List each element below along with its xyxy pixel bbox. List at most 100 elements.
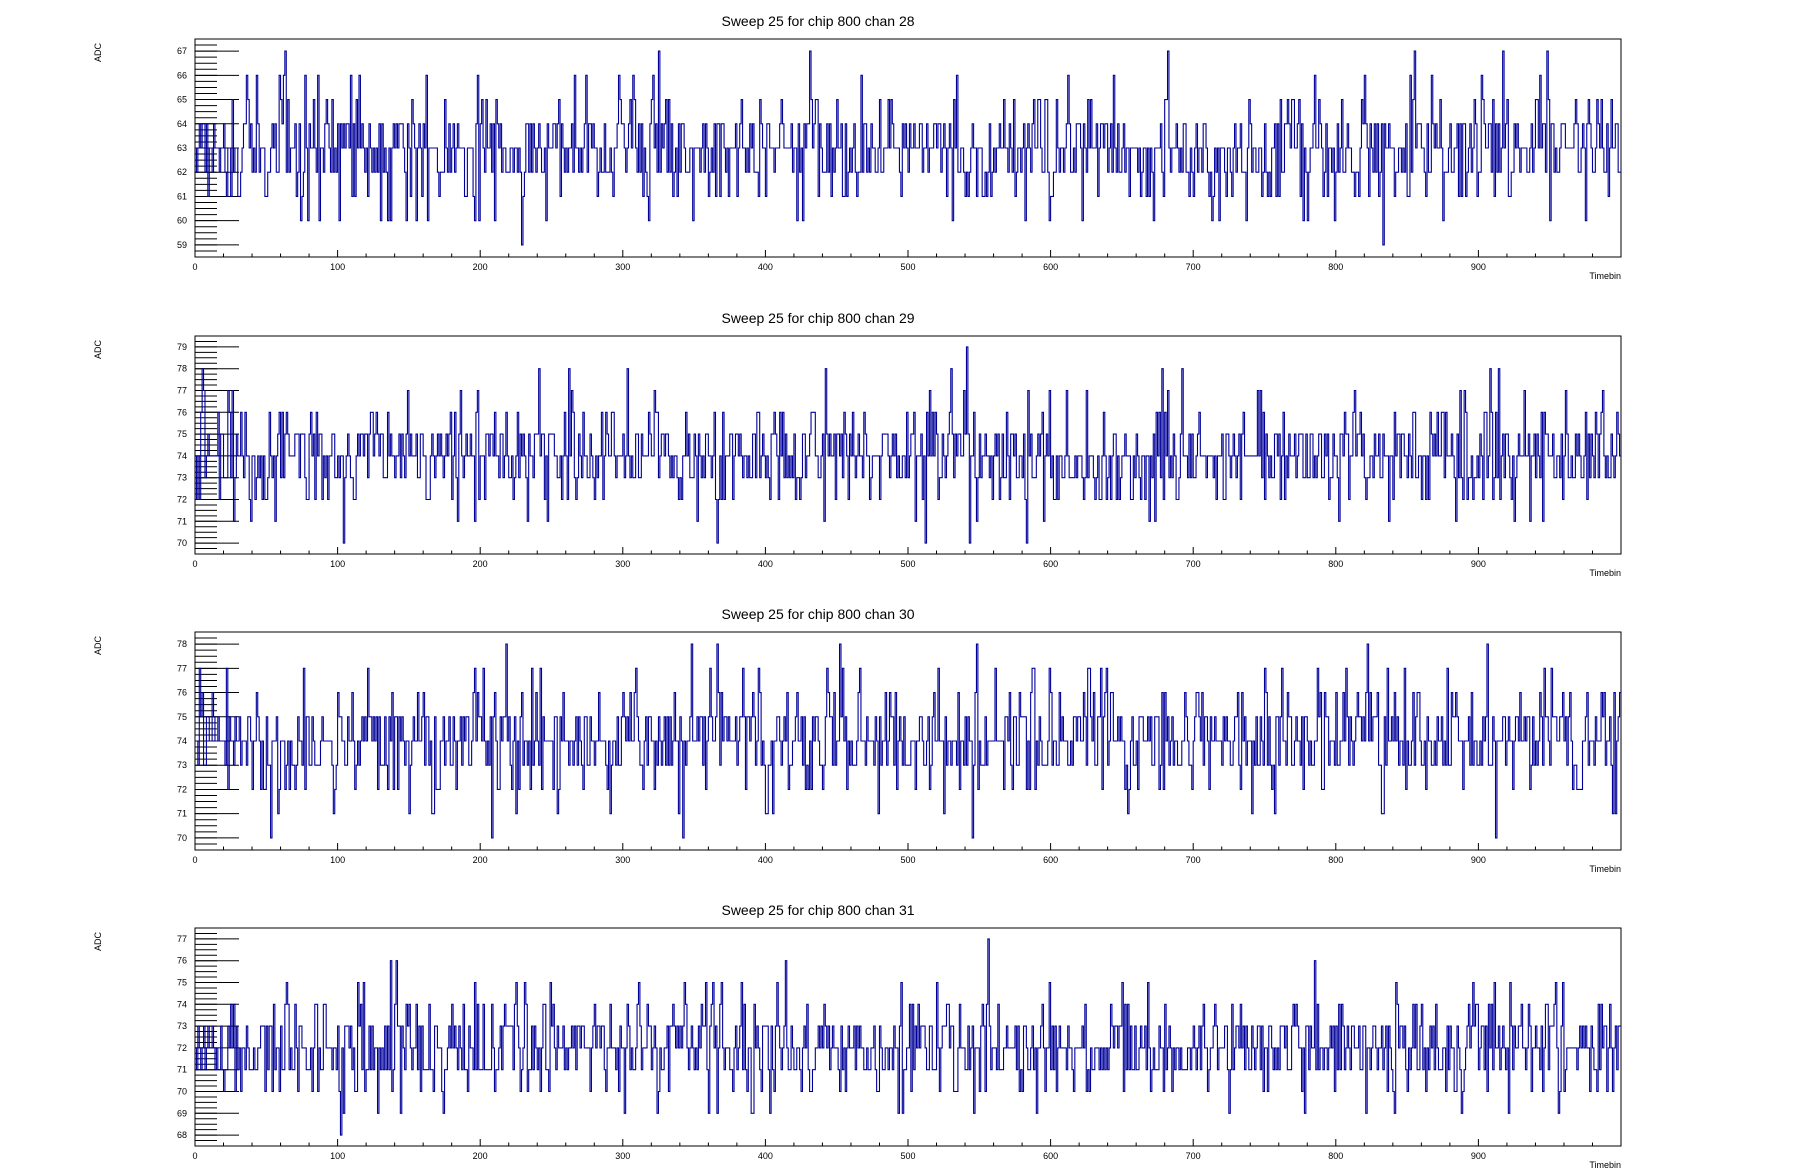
y-tick-label: 61 — [177, 191, 187, 201]
y-tick-label: 64 — [177, 119, 187, 129]
x-tick-label: 200 — [473, 855, 488, 865]
x-tick-label: 700 — [1186, 262, 1201, 272]
plot-frame — [194, 927, 1622, 1147]
y-tick-label: 65 — [177, 95, 187, 105]
x-tick-label: 900 — [1471, 559, 1486, 569]
x-tick-label: 500 — [900, 855, 915, 865]
y-tick-label: 68 — [177, 1130, 187, 1140]
x-tick-label: 400 — [758, 262, 773, 272]
y-tick-label: 75 — [177, 978, 187, 988]
x-tick-label: 600 — [1043, 855, 1058, 865]
chart-title: Sweep 25 for chip 800 chan 31 — [721, 902, 914, 918]
x-tick-label: 900 — [1471, 855, 1486, 865]
y-axis-label: ADC — [93, 636, 103, 656]
series-line — [195, 643, 1621, 839]
x-tick-label: 200 — [473, 559, 488, 569]
x-tick-label: 100 — [330, 855, 345, 865]
x-tick-label: 300 — [615, 1151, 630, 1161]
y-axis-label: ADC — [93, 340, 103, 360]
x-tick-label: 200 — [473, 262, 488, 272]
x-tick-label: 300 — [615, 559, 630, 569]
x-axis-label: Timebin — [1589, 1160, 1621, 1170]
x-tick-label: 800 — [1328, 559, 1343, 569]
x-tick-label: 300 — [615, 262, 630, 272]
x-tick-label: 500 — [900, 262, 915, 272]
y-axis-label: ADC — [93, 932, 103, 952]
y-tick-label: 74 — [177, 999, 187, 1009]
chart-panel-1: Sweep 25 for chip 800 chan 28 59 60 61 62 63 6… — [93, 13, 1622, 281]
y-axis-label: ADC — [93, 43, 103, 63]
y-tick-label: 62 — [177, 167, 187, 177]
y-tick-label: 78 — [177, 639, 187, 649]
y-tick-label: 75 — [177, 429, 187, 439]
y-tick-label: 60 — [177, 216, 187, 226]
x-tick-label: 700 — [1186, 855, 1201, 865]
y-tick-label: 71 — [177, 516, 187, 526]
y-tick-label: 69 — [177, 1108, 187, 1118]
x-tick-label: 0 — [192, 559, 197, 569]
x-axis-label: Timebin — [1589, 271, 1621, 281]
x-tick-label: 600 — [1043, 262, 1058, 272]
y-tick-label: 70 — [177, 833, 187, 843]
x-tick-label: 500 — [900, 559, 915, 569]
x-tick-label: 600 — [1043, 559, 1058, 569]
y-tick-label: 63 — [177, 143, 187, 153]
x-tick-label: 300 — [615, 855, 630, 865]
y-tick-label: 72 — [177, 784, 187, 794]
series-line — [195, 50, 1621, 246]
y-tick-label: 73 — [177, 1021, 187, 1031]
chart-panel-4: Sweep 25 for chip 800 chan 31 68 69 70 71 72 7… — [93, 902, 1622, 1170]
y-tick-label: 71 — [177, 809, 187, 819]
x-tick-label: 800 — [1328, 1151, 1343, 1161]
x-tick-label: 0 — [192, 1151, 197, 1161]
y-tick-label: 75 — [177, 712, 187, 722]
x-tick-label: 700 — [1186, 1151, 1201, 1161]
x-tick-label: 900 — [1471, 262, 1486, 272]
y-tick-label: 72 — [177, 1043, 187, 1053]
y-tick-label: 77 — [177, 663, 187, 673]
y-tick-label: 70 — [177, 538, 187, 548]
x-tick-label: 100 — [330, 559, 345, 569]
y-tick-label: 76 — [177, 407, 187, 417]
y-tick-label: 72 — [177, 495, 187, 505]
y-tick-label: 79 — [177, 342, 187, 352]
y-tick-label: 77 — [177, 386, 187, 396]
chart-title: Sweep 25 for chip 800 chan 28 — [721, 13, 914, 29]
y-tick-label: 73 — [177, 760, 187, 770]
x-tick-label: 700 — [1186, 559, 1201, 569]
y-tick-label: 66 — [177, 70, 187, 80]
y-tick-label: 76 — [177, 688, 187, 698]
y-tick-label: 77 — [177, 934, 187, 944]
x-tick-label: 900 — [1471, 1151, 1486, 1161]
x-tick-label: 600 — [1043, 1151, 1058, 1161]
x-tick-label: 0 — [192, 855, 197, 865]
x-tick-label: 400 — [758, 559, 773, 569]
y-tick-label: 76 — [177, 956, 187, 966]
y-tick-label: 70 — [177, 1087, 187, 1097]
chart-panel-2: Sweep 25 for chip 800 chan 29 70 71 72 73 74 7… — [93, 310, 1622, 578]
x-tick-label: 100 — [330, 1151, 345, 1161]
y-tick-label: 59 — [177, 240, 187, 250]
x-tick-label: 800 — [1328, 262, 1343, 272]
y-tick-label: 71 — [177, 1065, 187, 1075]
x-tick-label: 200 — [473, 1151, 488, 1161]
y-tick-label: 73 — [177, 473, 187, 483]
x-tick-label: 800 — [1328, 855, 1343, 865]
x-axis-label: Timebin — [1589, 568, 1621, 578]
y-tick-label: 78 — [177, 364, 187, 374]
chart-panel-3: Sweep 25 for chip 800 chan 30 70 71 72 73 74 7… — [93, 606, 1622, 874]
x-tick-label: 400 — [758, 855, 773, 865]
series-line — [195, 346, 1621, 544]
x-tick-label: 0 — [192, 262, 197, 272]
y-tick-label: 74 — [177, 736, 187, 746]
y-tick-label: 67 — [177, 46, 187, 56]
x-tick-label: 100 — [330, 262, 345, 272]
y-tick-label: 74 — [177, 451, 187, 461]
chart-title: Sweep 25 for chip 800 chan 30 — [721, 606, 914, 622]
x-tick-label: 500 — [900, 1151, 915, 1161]
chart-title: Sweep 25 for chip 800 chan 29 — [721, 310, 914, 326]
x-axis-label: Timebin — [1589, 864, 1621, 874]
series-line — [195, 938, 1621, 1136]
x-tick-label: 400 — [758, 1151, 773, 1161]
